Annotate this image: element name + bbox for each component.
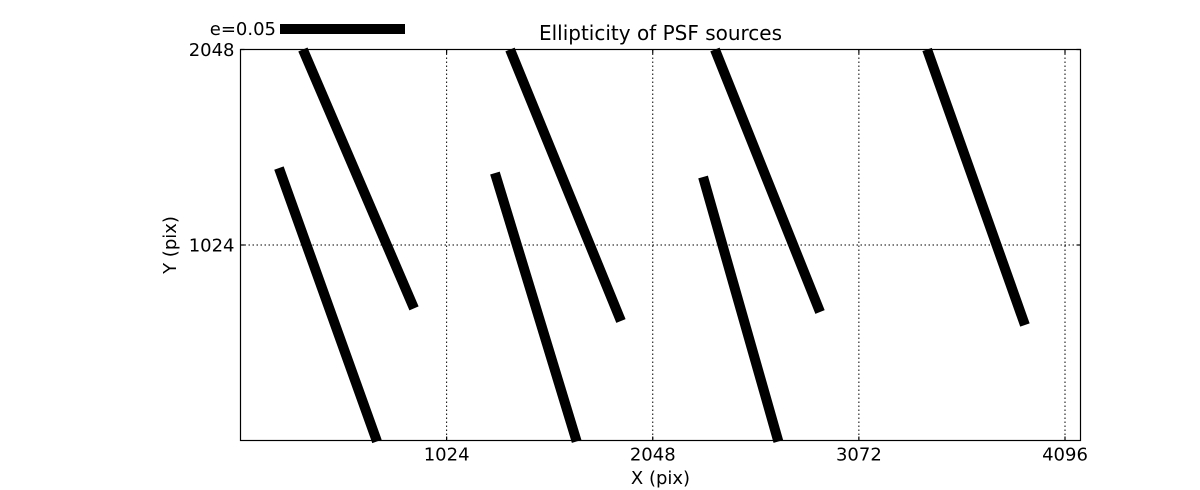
whisker-segment-1 bbox=[298, 47, 419, 311]
y-axis-label: Y (pix) bbox=[160, 216, 181, 275]
whisker-layer bbox=[274, 47, 1030, 444]
whisker-segment-5 bbox=[710, 47, 825, 314]
whisker-segment-4 bbox=[490, 171, 582, 443]
grid-layer bbox=[240, 49, 1081, 441]
y-tick-label-2048: 2048 bbox=[189, 40, 235, 61]
whisker-segment-7 bbox=[922, 47, 1030, 327]
x-tick-label-4096: 4096 bbox=[1042, 445, 1088, 466]
x-tick-label-1024: 1024 bbox=[424, 445, 470, 466]
whisker-segment-2 bbox=[274, 166, 382, 444]
whisker-segment-3 bbox=[505, 47, 626, 323]
whisker-segment-6 bbox=[698, 175, 784, 443]
legend-label: e=0.05 bbox=[210, 19, 276, 40]
y-tick-label-1024: 1024 bbox=[189, 236, 235, 257]
x-tick-label-2048: 2048 bbox=[630, 445, 676, 466]
chart-title: Ellipticity of PSF sources bbox=[539, 21, 782, 45]
tick-marks-layer bbox=[240, 48, 1081, 441]
legend: e=0.05 bbox=[210, 19, 405, 40]
tick-labels-layer: 1024 2048 3072 4096 1024 2048 bbox=[189, 40, 1088, 466]
x-axis-label: X (pix) bbox=[631, 468, 690, 489]
x-tick-label-3072: 3072 bbox=[836, 445, 882, 466]
